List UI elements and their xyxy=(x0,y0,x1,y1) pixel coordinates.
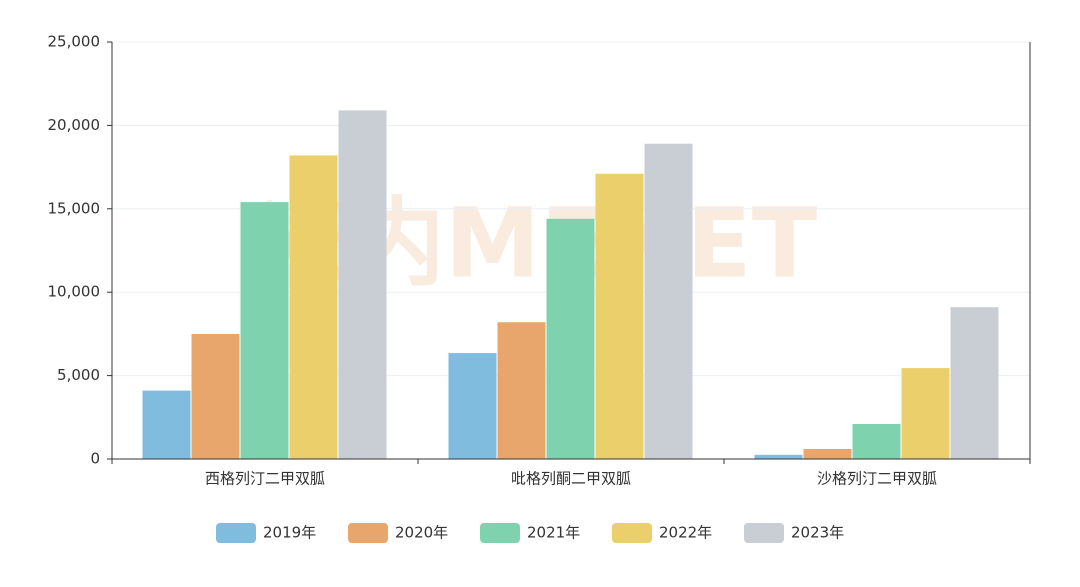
legend-swatch[interactable] xyxy=(744,523,784,543)
legend-label[interactable]: 2023年 xyxy=(791,524,844,542)
y-tick-label: 15,000 xyxy=(48,199,101,217)
y-tick-label: 25,000 xyxy=(48,33,101,51)
legend-swatch[interactable] xyxy=(216,523,256,543)
x-tick-label: 吡格列酮二甲双胍 xyxy=(511,470,631,488)
y-tick-label: 20,000 xyxy=(48,116,101,134)
legend-label[interactable]: 2020年 xyxy=(395,524,448,542)
bar xyxy=(191,333,240,459)
bar xyxy=(497,322,546,459)
bar xyxy=(240,202,289,460)
y-tick-label: 5,000 xyxy=(57,366,100,384)
x-tick-label: 沙格列汀二甲双胍 xyxy=(817,470,937,488)
x-tick-label: 西格列汀二甲双胍 xyxy=(205,470,325,488)
bar xyxy=(950,307,999,459)
legend-label[interactable]: 2019年 xyxy=(263,524,316,542)
bar xyxy=(644,143,693,460)
bar xyxy=(754,454,803,459)
legend-swatch[interactable] xyxy=(480,523,520,543)
legend-swatch[interactable] xyxy=(612,523,652,543)
y-tick-label: 0 xyxy=(90,450,100,468)
bar xyxy=(338,110,387,459)
bar xyxy=(142,390,191,459)
bar xyxy=(595,173,644,459)
y-tick-label: 10,000 xyxy=(48,283,101,301)
legend-label[interactable]: 2021年 xyxy=(527,524,580,542)
legend-swatch[interactable] xyxy=(348,523,388,543)
legend-label[interactable]: 2022年 xyxy=(659,524,712,542)
bar xyxy=(803,448,852,459)
bar xyxy=(546,218,595,459)
bar xyxy=(289,155,338,459)
bar xyxy=(448,353,497,459)
bar xyxy=(901,368,950,459)
bar xyxy=(852,423,901,459)
